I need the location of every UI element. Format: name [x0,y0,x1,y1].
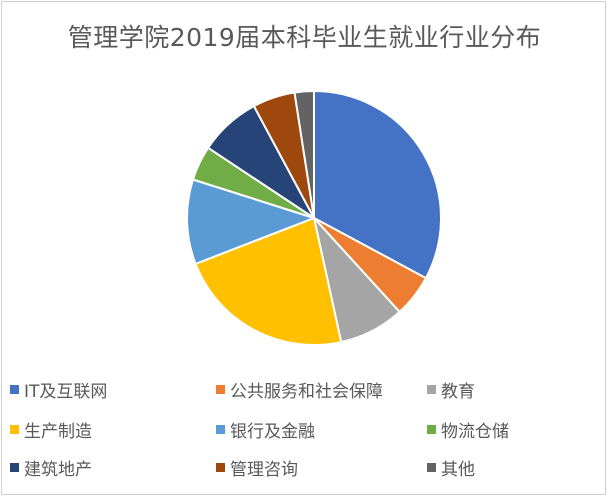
legend-swatch [427,425,436,434]
legend-item-banking: 银行及金融 [216,417,315,442]
legend-item-logistics: 物流仓储 [427,417,509,442]
legend-label: 教育 [441,382,475,402]
legend-item-real-estate: 建筑地产 [10,455,92,480]
legend-swatch [427,463,436,472]
legend-label: 公共服务和社会保障 [230,382,383,402]
legend-item-education: 教育 [427,377,475,402]
legend-label: 其他 [441,460,475,480]
chart-title: 管理学院2019届本科毕业生就业行业分布 [67,23,542,52]
legend-swatch [10,425,19,434]
legend-label: 银行及金融 [230,422,315,442]
legend-item-other: 其他 [427,455,475,480]
legend-swatch [10,463,19,472]
legend-item-it: IT及互联网 [10,377,107,402]
legend-item-consulting: 管理咨询 [216,455,298,480]
legend-swatch [216,385,225,394]
pie-slice-4 [186,178,315,265]
legend-swatch [427,385,436,394]
legend-swatch [216,425,225,434]
pie-slice-8 [293,89,315,219]
legend-label: 管理咨询 [230,460,298,480]
legend-item-public-service: 公共服务和社会保障 [216,377,383,402]
legend-label: 物流仓储 [441,422,509,442]
legend-label: IT及互联网 [24,382,108,402]
pie-slice-3 [194,217,343,346]
legend-swatch [216,463,225,472]
legend-item-manufacturing: 生产制造 [10,417,92,442]
pie-slice-0 [313,90,442,280]
legend-label: 建筑地产 [24,460,92,480]
legend-swatch [10,385,19,394]
legend-label: 生产制造 [24,422,92,442]
